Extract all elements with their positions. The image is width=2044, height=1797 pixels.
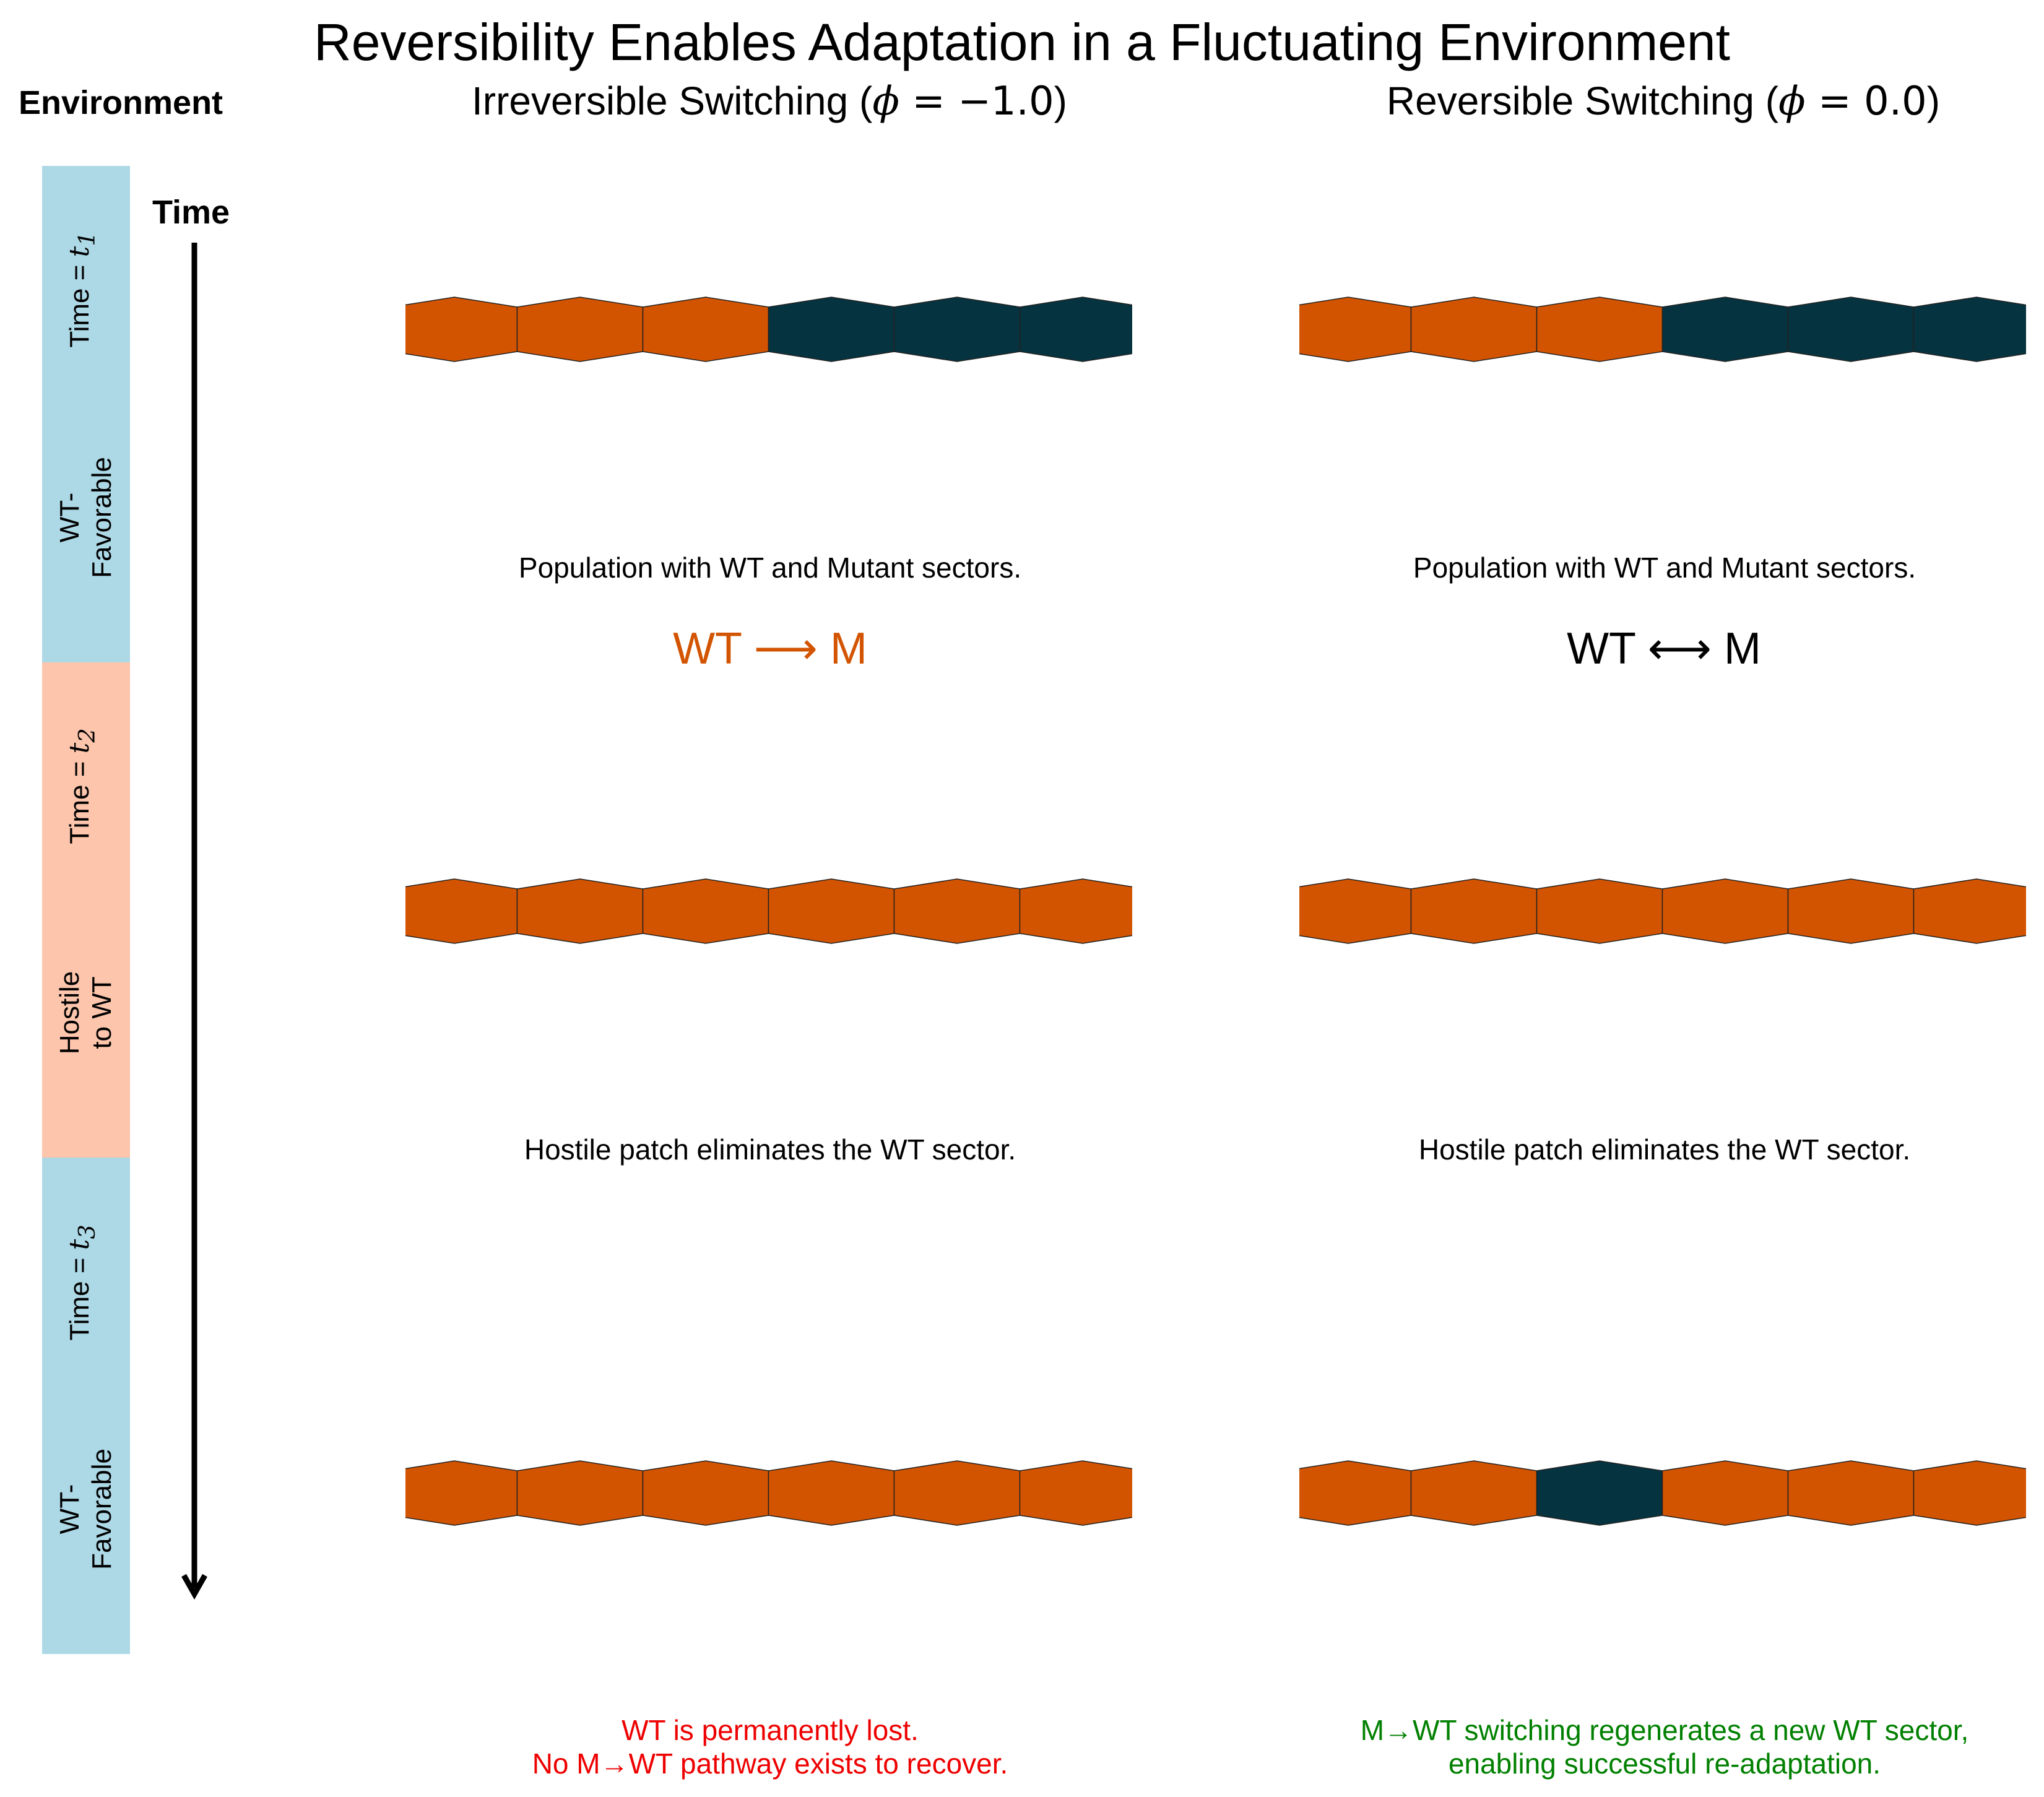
- hex-row: [1299, 1460, 2026, 1526]
- caption-irreversible-2: Hostile patch eliminates the WT sector.: [524, 1133, 1016, 1166]
- phi-symbol: ϕ: [1778, 79, 1806, 124]
- environment-band-1: [42, 166, 130, 662]
- hex-cell-mutant: [642, 878, 769, 944]
- rule-m-label: M: [1723, 624, 1761, 673]
- outcome-line-2: No M→WT pathway exists to recover.: [532, 1747, 1008, 1780]
- hex-cell-wt: [1019, 297, 1132, 362]
- column-title-prefix: Irreversible Switching (: [472, 79, 873, 123]
- hex-cell-wt: [1661, 297, 1789, 362]
- time-heading: Time: [152, 194, 230, 231]
- outcome-line-2: enabling successful re-adaptation.: [1448, 1747, 1881, 1780]
- hex-cell-mutant: [516, 878, 644, 944]
- hexagon-rows: [405, 297, 2026, 1526]
- environment-band-3: [42, 1158, 130, 1654]
- hex-cell-mutant: [405, 297, 518, 362]
- hex-cell-mutant: [1913, 878, 2026, 944]
- caption-reversible-1: Population with WT and Mutant sectors.: [1413, 552, 1916, 584]
- hex-cell-mutant: [1410, 1460, 1538, 1526]
- environment-band-2: [42, 662, 130, 1158]
- hex-cell-mutant: [1019, 878, 1132, 944]
- caption-irreversible-1: Population with WT and Mutant sectors.: [518, 552, 1022, 584]
- hex-cell-mutant: [1913, 1460, 2026, 1526]
- hex-row: [405, 1460, 1132, 1526]
- outcome-line-1: M→WT switching regenerates a new WT sect…: [1360, 1714, 1969, 1746]
- hex-cell-wt: [893, 297, 1021, 362]
- hex-cell-mutant: [516, 1460, 644, 1526]
- rule-arrow-one-way: ⟶: [753, 624, 818, 673]
- column-title-reversible: Reversible Switching (ϕ = 0.0): [1199, 73, 2044, 129]
- hex-cell-mutant: [1661, 878, 1789, 944]
- column-title-irreversible: Irreversible Switching (ϕ = −1.0): [305, 73, 1234, 129]
- hex-cell-mutant: [1299, 1460, 1412, 1526]
- hex-cell-wt: [1913, 297, 2026, 362]
- hex-cell-wt: [1536, 1460, 1663, 1526]
- switching-rule-irreversible: WT ⟶ M: [430, 621, 1111, 677]
- hex-cell-mutant: [405, 878, 518, 944]
- column-title-suffix: ): [1926, 79, 1941, 123]
- outcome-reversible: M→WT switching regenerates a new WT sect…: [1231, 1713, 2044, 1780]
- caption-reversible-2: Hostile patch eliminates the WT sector.: [1418, 1133, 1911, 1166]
- hex-cell-mutant: [1410, 878, 1538, 944]
- switching-rule-reversible: WT ⟷ M: [1323, 621, 2004, 677]
- hex-row: [405, 297, 1132, 362]
- column-title-prefix: Reversible Switching (: [1386, 79, 1779, 123]
- hex-cell-mutant: [405, 1460, 518, 1526]
- hex-cell-mutant: [1536, 297, 1663, 362]
- hex-cell-mutant: [1536, 878, 1663, 944]
- hex-row: [405, 878, 1132, 944]
- hex-cell-mutant: [642, 297, 769, 362]
- hex-cell-mutant: [893, 1460, 1021, 1526]
- hex-cell-mutant: [768, 878, 895, 944]
- phi-value: = −1.0: [899, 79, 1054, 124]
- phi-value: = 0.0: [1805, 79, 1927, 124]
- hex-cell-wt: [768, 297, 895, 362]
- rule-m-label: M: [829, 624, 867, 673]
- hex-cell-mutant: [1787, 878, 1915, 944]
- hex-row: [1299, 878, 2026, 944]
- outcome-irreversible: WT is permanently lost. No M→WT pathway …: [337, 1713, 1203, 1780]
- column-title-suffix: ): [1054, 79, 1067, 123]
- rule-wt-label: WT: [673, 624, 742, 673]
- hex-cell-mutant: [768, 1460, 895, 1526]
- figure-title: Reversibility Enables Adaptation in a Fl…: [314, 13, 1730, 71]
- hex-cell-mutant: [1410, 297, 1538, 362]
- hex-cell-mutant: [1661, 1460, 1789, 1526]
- rule-arrow-two-way: ⟷: [1647, 624, 1712, 673]
- hex-cell-mutant: [1019, 1460, 1132, 1526]
- hex-cell-mutant: [1787, 1460, 1915, 1526]
- outcome-line-1: WT is permanently lost.: [621, 1714, 919, 1746]
- hex-cell-wt: [1787, 297, 1915, 362]
- environment-heading: Environment: [19, 84, 223, 121]
- hex-cell-mutant: [516, 297, 644, 362]
- hex-cell-mutant: [642, 1460, 769, 1526]
- rule-wt-label: WT: [1567, 624, 1635, 673]
- hex-cell-mutant: [1299, 297, 1412, 362]
- hex-row: [1299, 297, 2026, 362]
- hex-cell-mutant: [893, 878, 1021, 944]
- time-arrow: [181, 243, 207, 1600]
- phi-symbol: ϕ: [872, 79, 899, 124]
- hex-cell-mutant: [1299, 878, 1412, 944]
